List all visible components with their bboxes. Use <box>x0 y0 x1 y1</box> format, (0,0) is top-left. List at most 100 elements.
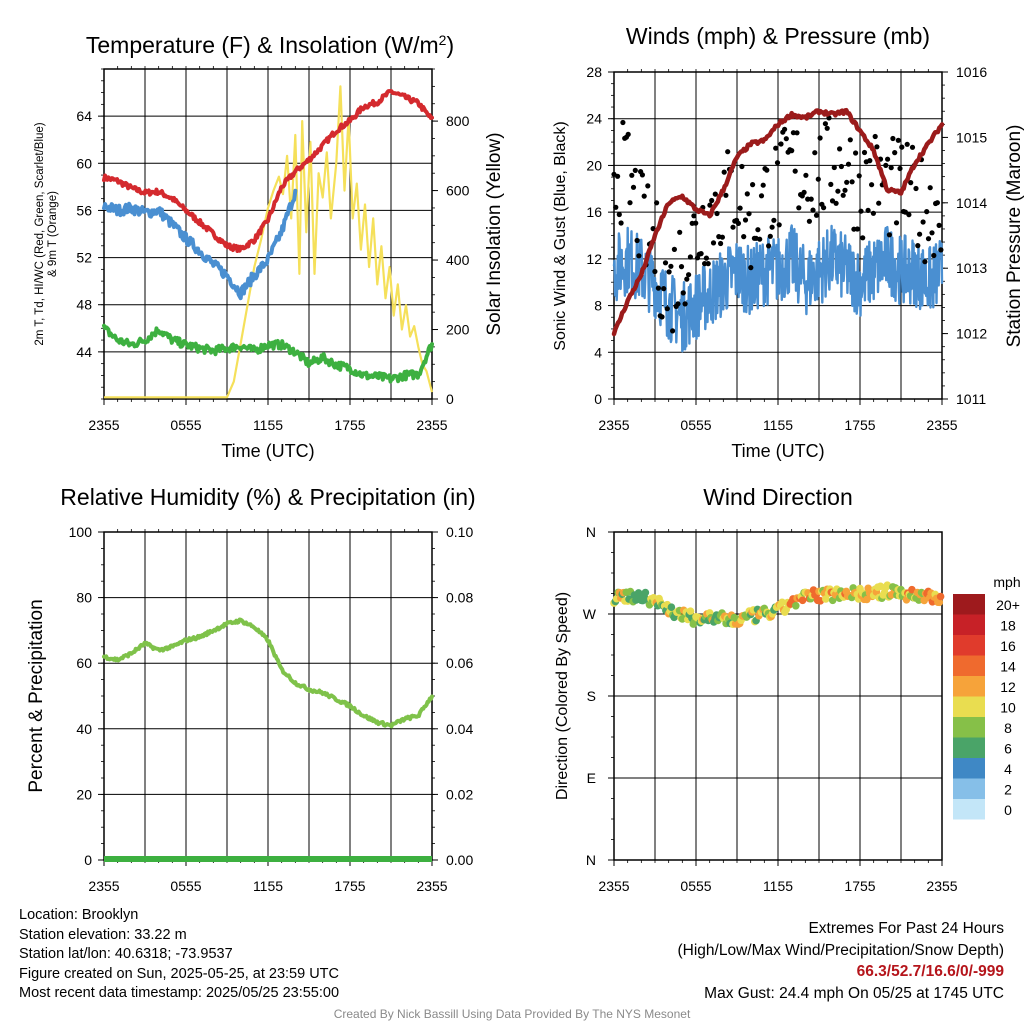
gust-point <box>913 185 919 192</box>
gust-point <box>742 217 749 223</box>
legend-title: mph <box>993 574 1020 590</box>
y-tick-label: 100 <box>69 524 93 540</box>
direction-point <box>822 595 830 603</box>
legend-swatch <box>953 696 985 717</box>
gust-point <box>771 217 777 223</box>
y-tick-label: S <box>587 688 596 704</box>
gust-point <box>737 205 743 211</box>
direction-point <box>667 603 676 611</box>
y-tick-label: 4 <box>594 344 602 360</box>
direction-point <box>935 598 944 607</box>
gust-point <box>824 125 830 131</box>
x-tick-label: 1755 <box>844 417 875 433</box>
gust-point <box>922 259 928 265</box>
gust-point <box>757 236 763 242</box>
gust-point <box>840 192 846 198</box>
gust-point <box>741 234 747 240</box>
legend-label: 18 <box>1000 618 1016 634</box>
x-tick-label: 2355 <box>598 878 629 894</box>
x-tick-label: 1155 <box>253 417 283 433</box>
y-tick-label: 16 <box>586 204 602 220</box>
gust-point <box>888 165 894 171</box>
gust-point <box>867 158 873 164</box>
chart-title-superscript: 2 <box>439 32 447 48</box>
chart-title: Temperature (F) & Insolation (W/m2) <box>86 32 454 58</box>
gust-point <box>707 202 713 208</box>
gust-point <box>620 119 626 126</box>
x-axis-label: Time (UTC) <box>221 441 314 461</box>
gust-point <box>869 182 875 188</box>
chart-title: Wind Direction <box>703 484 853 510</box>
x-tick-label: 0555 <box>680 417 711 433</box>
y-axis-label-line1: 2m T, Td, HI/WC (Red, Green, Scarlet/Blu… <box>34 122 46 345</box>
gust-point <box>721 169 727 175</box>
station-latlon: Station lat/lon: 40.6318; -73.9537 <box>19 946 233 962</box>
y-axis-label: Direction (Colored By Speed) <box>554 592 571 800</box>
gust-point <box>718 240 724 247</box>
wind-chill-line <box>102 188 298 301</box>
direction-point <box>936 592 945 601</box>
gust-point <box>773 145 779 151</box>
gust-point <box>925 236 932 242</box>
gust-point <box>908 180 914 186</box>
gust-point <box>817 135 823 141</box>
gust-point <box>712 191 718 197</box>
gust-point <box>854 226 861 232</box>
gust-point <box>874 144 880 150</box>
legend-swatch <box>953 655 985 676</box>
gust-point <box>927 185 933 191</box>
gust-point <box>886 232 893 238</box>
gust-point <box>625 131 631 137</box>
legend-label: 6 <box>1004 741 1012 757</box>
x-tick-label: 2355 <box>926 417 957 433</box>
chart-title: Relative Humidity (%) & Precipitation (i… <box>60 484 475 510</box>
y-tick-label: 12 <box>586 251 602 267</box>
legend-label: 4 <box>1004 761 1012 777</box>
gust-point <box>755 227 761 233</box>
gust-point <box>632 167 638 173</box>
dewpoint-line <box>102 323 434 384</box>
x-axis-label: Time (UTC) <box>731 441 824 461</box>
x-tick-label: 1155 <box>253 878 283 894</box>
y-tick-label: 28 <box>586 64 602 80</box>
legend-swatch <box>953 799 985 820</box>
y-tick-label: 52 <box>76 250 92 266</box>
gust-point <box>769 224 775 230</box>
gust-point <box>812 150 818 156</box>
gust-point <box>764 167 770 173</box>
gust-point <box>714 210 720 217</box>
gust-point <box>776 222 782 228</box>
gust-point <box>904 141 910 147</box>
y2-tick-label: 1014 <box>956 195 987 211</box>
gust-point <box>670 328 676 334</box>
y-tick-label: 44 <box>76 344 92 360</box>
gust-point <box>616 211 622 218</box>
gust-point <box>860 235 866 241</box>
x-tick-label: 1155 <box>763 417 793 433</box>
gust-point <box>920 219 926 225</box>
gust-point <box>870 210 877 216</box>
credit-line: Created By Nick Bassill Using Data Provi… <box>333 1007 691 1021</box>
x-tick-label: 2355 <box>598 417 629 433</box>
y2-tick-label: 0.04 <box>446 721 473 737</box>
y2-tick-label: 0.06 <box>446 655 473 671</box>
max-gust: Max Gust: 24.4 mph On 05/25 at 1745 UTC <box>704 984 1004 1002</box>
gust-point <box>664 306 670 312</box>
gust-point <box>684 276 690 282</box>
gust-point <box>709 197 715 204</box>
sonic-wind-line <box>612 224 944 353</box>
gust-point <box>613 204 619 210</box>
gust-point <box>630 184 637 190</box>
humidity-line <box>102 617 434 729</box>
gust-point <box>801 189 807 195</box>
x-tick-label: 1755 <box>334 417 365 433</box>
speed-legend: mph 20+ 18 16 14 12 10 8 6 4 2 0 <box>953 574 1021 820</box>
gust-point <box>766 243 772 249</box>
legend-label: 0 <box>1004 802 1012 818</box>
gust-point <box>915 243 921 249</box>
legend-swatch <box>953 676 985 697</box>
gust-point <box>744 191 750 197</box>
gust-point <box>872 133 878 140</box>
gust-point <box>682 301 688 307</box>
